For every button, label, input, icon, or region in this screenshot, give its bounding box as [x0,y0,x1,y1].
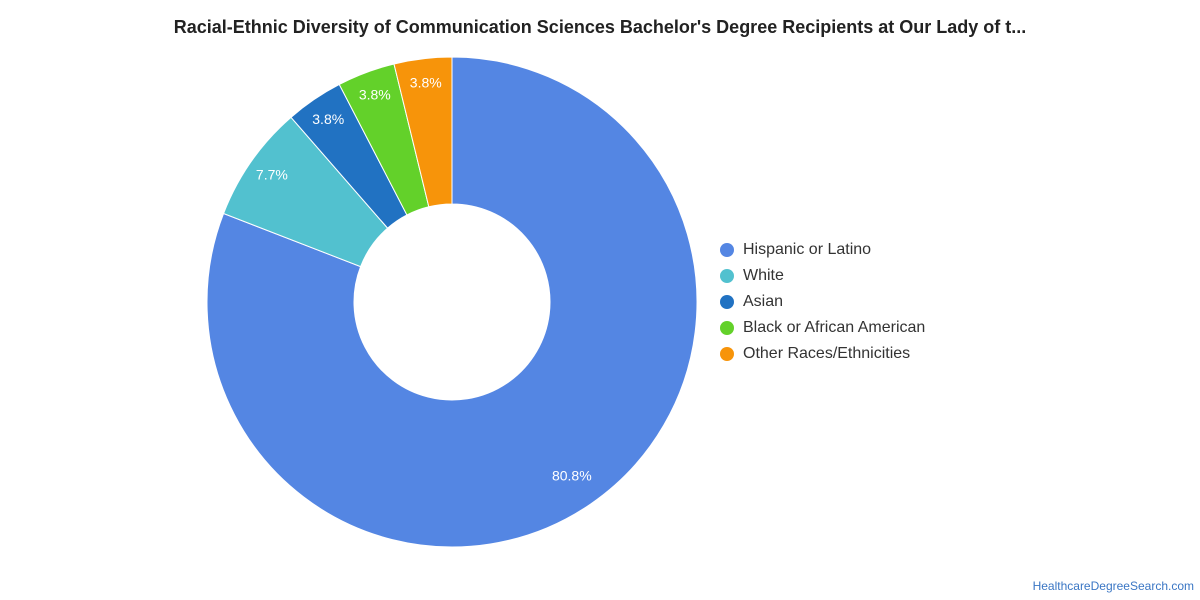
legend-marker [720,295,734,309]
legend-item[interactable]: Other Races/Ethnicities [720,344,925,364]
legend-marker [720,243,734,257]
legend-item[interactable]: Hispanic or Latino [720,240,925,260]
chart-legend: Hispanic or Latino White Asian Black or Afr… [720,240,925,364]
legend-item[interactable]: Black or African American [720,318,925,338]
slice-labels-group: 80.8% 7.7% 3.8% 3.8% 3.8% [256,74,592,483]
legend-label: Asian [743,293,784,310]
slice-value-label: 3.8% [410,74,442,90]
legend-item[interactable]: White [720,266,925,286]
legend-item[interactable]: Asian [720,292,925,312]
slice-hispanic-or-latino[interactable] [206,56,698,548]
source-link[interactable]: HealthcareDegreeSearch.com [1032,579,1194,593]
legend-marker [720,269,734,283]
legend-label: Hispanic or Latino [743,241,872,258]
legend-label: Black or African American [743,319,926,336]
legend-marker [720,321,734,335]
slices-group [206,56,698,548]
slice-value-label: 80.8% [552,468,592,484]
slice-value-label: 3.8% [312,111,344,127]
legend-label: White [743,267,784,284]
chart-title: Racial-Ethnic Diversity of Communication… [173,17,1027,37]
slice-value-label: 7.7% [256,166,288,182]
legend-label: Other Races/Ethnicities [743,345,911,362]
slice-other-races-ethnicities[interactable] [393,56,453,208]
legend-marker [720,347,734,361]
slice-value-label: 3.8% [359,87,391,103]
